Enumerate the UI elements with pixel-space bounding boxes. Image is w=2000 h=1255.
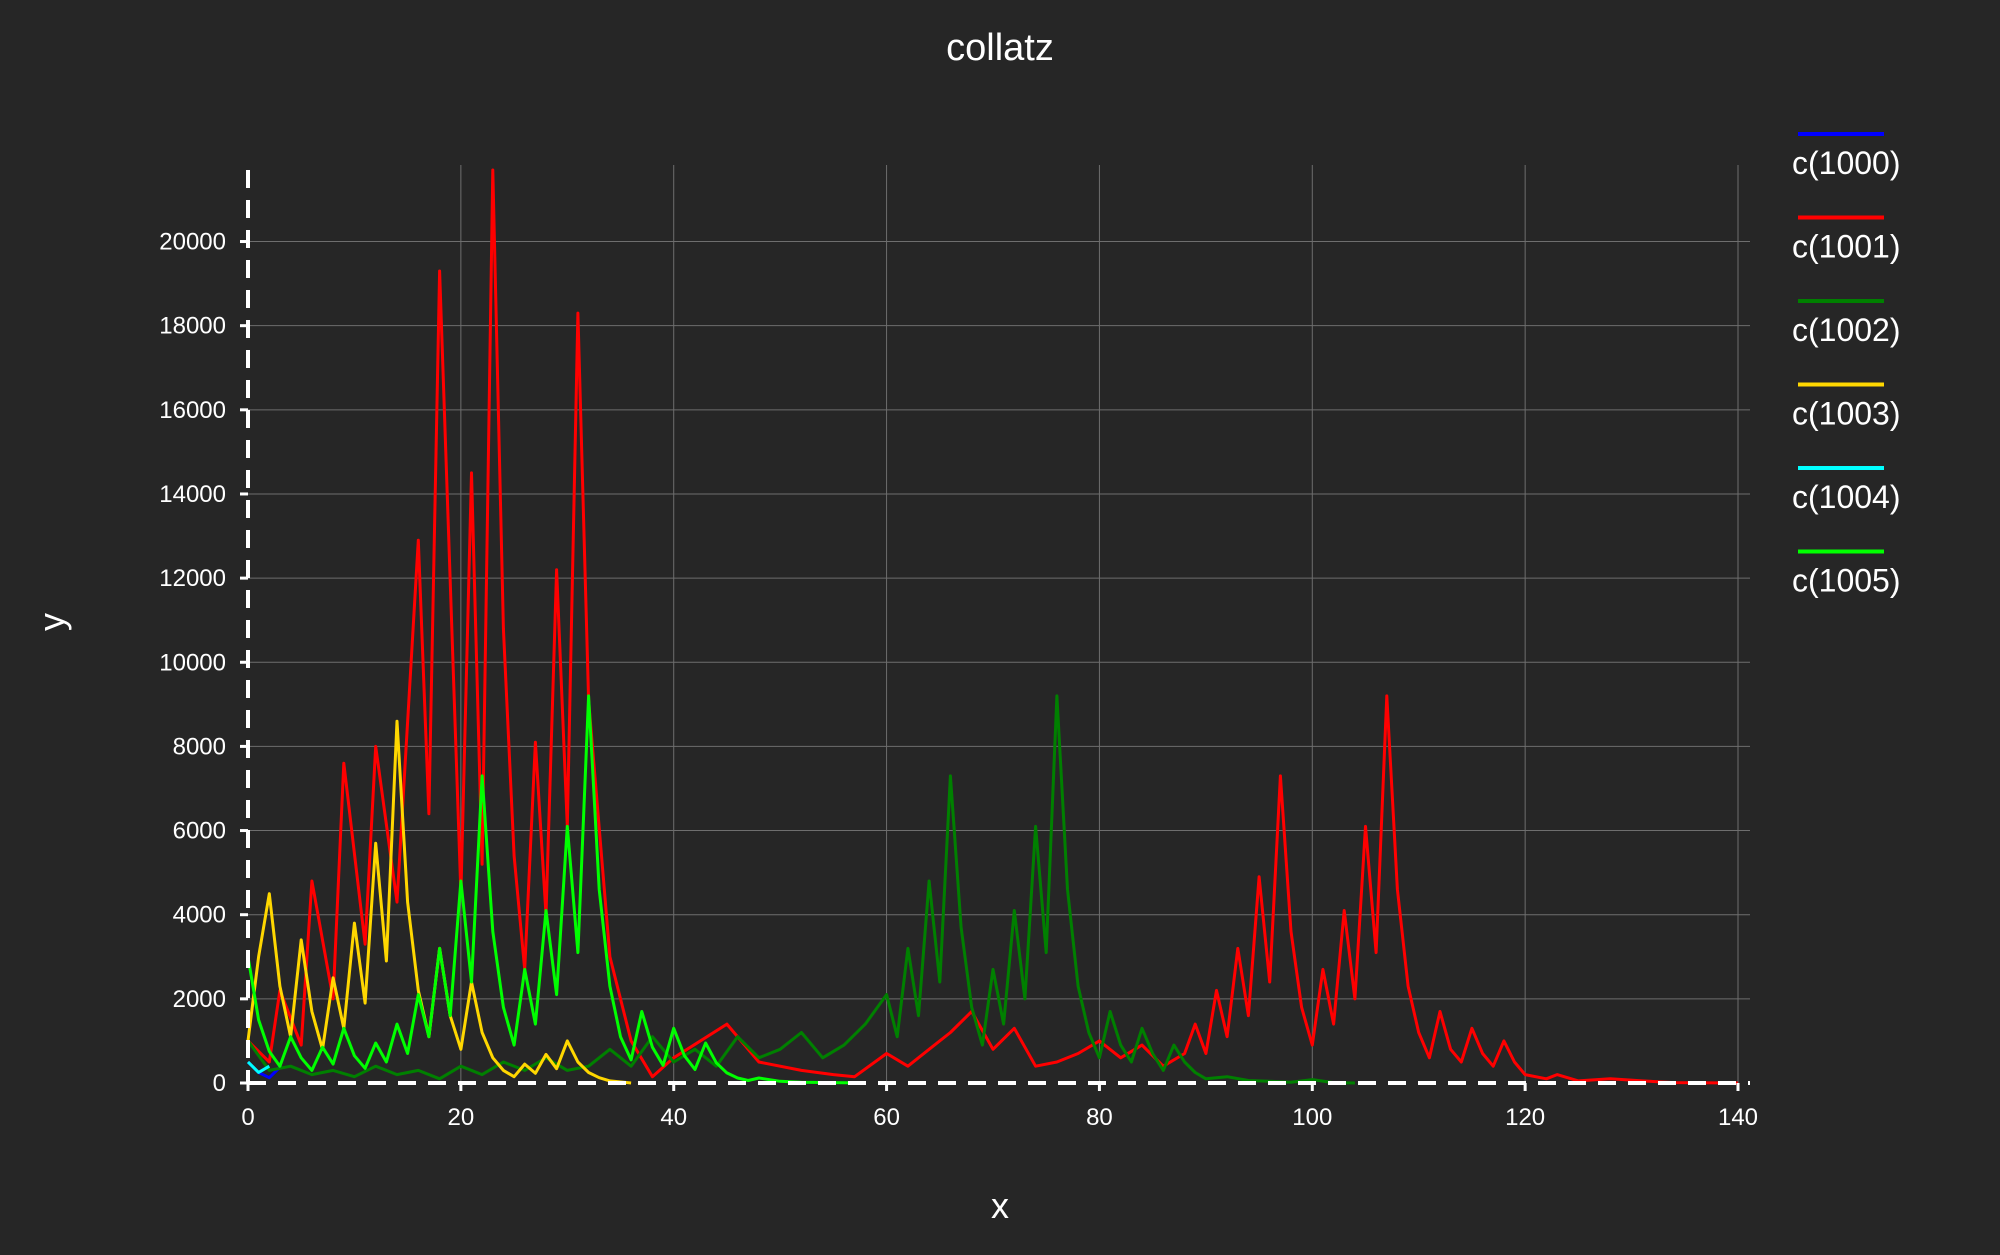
y-tick-label: 18000: [159, 313, 226, 340]
x-tick-label: 120: [1505, 1104, 1545, 1131]
x-tick-label: 100: [1292, 1104, 1332, 1131]
y-tick-label: 8000: [173, 733, 226, 760]
chart-title: collatz: [946, 27, 1054, 69]
series-line-2: [246, 168, 1739, 1085]
x-tick-label: 140: [1718, 1104, 1758, 1131]
x-tick-label: 0: [241, 1104, 254, 1131]
y-tick-label: 20000: [159, 229, 226, 256]
y-tick-label: 12000: [159, 565, 226, 592]
legend-label: c(1001): [1792, 229, 1901, 265]
x-axis-label: x: [991, 1185, 1009, 1226]
series-line-6: [246, 694, 866, 1085]
y-tick-labels: 0 2000 4000 6000 8000 10000 12000 14000 16000 180…: [159, 229, 226, 1097]
axes-layer: [240, 170, 1750, 1091]
legend-label: c(1004): [1792, 479, 1901, 515]
y-tick-label: 10000: [159, 649, 226, 676]
x-tick-label: 60: [873, 1104, 900, 1131]
series-line-5: [246, 1060, 271, 1074]
x-tick-label: 80: [1086, 1104, 1113, 1131]
legend-label: c(1005): [1792, 563, 1901, 599]
y-tick-label: 0: [213, 1070, 226, 1097]
y-tick-label: 6000: [173, 818, 226, 845]
x-tick-label: 20: [448, 1104, 475, 1131]
legend-label: c(1000): [1792, 145, 1901, 181]
series-line-3: [246, 694, 1355, 1085]
y-tick-label: 16000: [159, 397, 226, 424]
grid: [248, 165, 1750, 1083]
x-tick-label: 40: [660, 1104, 687, 1131]
legend: c(1000) c(1001) c(1002) c(1003) c(1004) c(100…: [1792, 132, 1901, 599]
y-axis-label: y: [31, 613, 72, 631]
y-tick-label: 2000: [173, 986, 226, 1013]
y-tick-label: 14000: [159, 481, 226, 508]
series-layer: [246, 168, 1739, 1085]
y-tick-label: 4000: [173, 902, 226, 929]
x-tick-labels: 0 20 40 60 80 100 120 140: [241, 1104, 1758, 1131]
legend-label: c(1003): [1792, 396, 1901, 432]
legend-label: c(1002): [1792, 312, 1901, 348]
